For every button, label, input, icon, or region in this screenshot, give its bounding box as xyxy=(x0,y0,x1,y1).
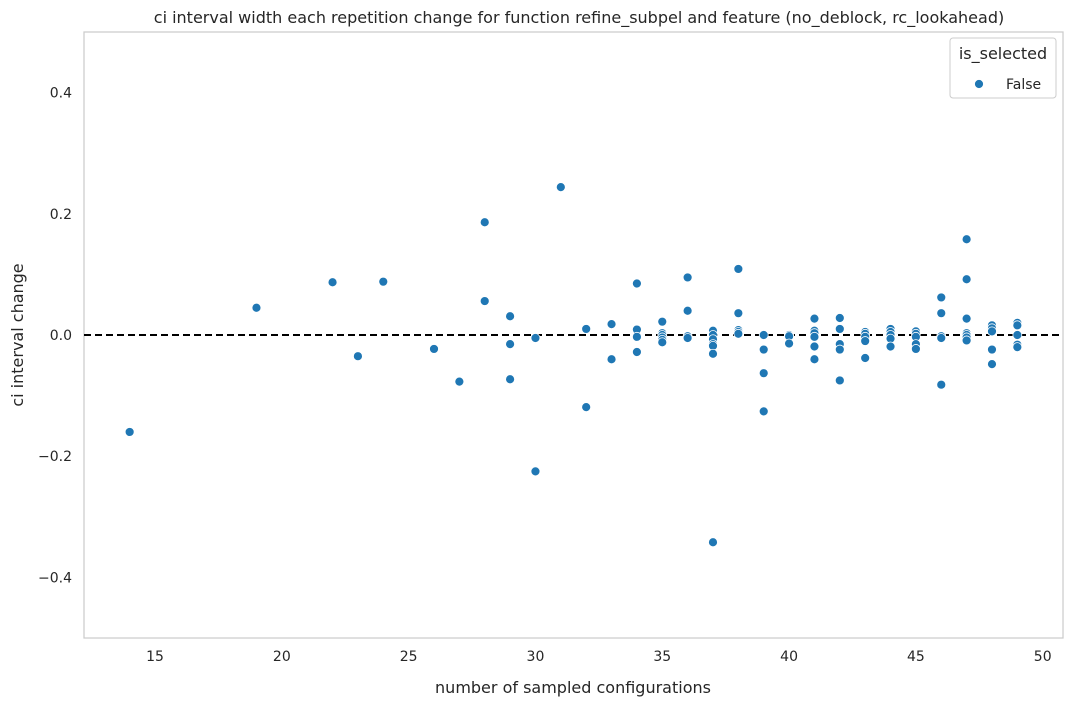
data-point xyxy=(834,313,845,323)
data-point xyxy=(961,234,972,245)
data-point xyxy=(581,324,592,334)
data-point xyxy=(987,344,997,355)
data-point xyxy=(784,338,794,349)
data-point xyxy=(936,333,947,343)
data-point xyxy=(936,308,947,319)
data-point xyxy=(505,311,515,322)
legend: is_selected False xyxy=(949,37,1057,99)
y-tick-label: 0.2 xyxy=(50,207,72,223)
x-axis-ticks: 15 20 25 30 35 40 45 50 xyxy=(146,649,1052,665)
y-tick-label: 0.0 xyxy=(50,328,72,344)
x-tick-label: 40 xyxy=(780,649,798,665)
data-point xyxy=(606,319,617,329)
data-point xyxy=(708,537,718,548)
data-point xyxy=(834,375,845,386)
data-point xyxy=(733,308,744,319)
x-tick-label: 30 xyxy=(527,649,545,665)
data-point xyxy=(454,376,465,387)
data-point xyxy=(758,344,769,355)
data-point xyxy=(682,305,693,316)
data-point xyxy=(682,333,693,343)
data-point xyxy=(809,331,820,342)
data-point xyxy=(632,331,642,342)
data-point xyxy=(327,277,338,288)
x-axis-label: number of sampled configurations xyxy=(435,678,711,697)
y-tick-label: 0.4 xyxy=(50,86,72,102)
x-tick-label: 25 xyxy=(400,649,418,665)
data-point xyxy=(961,274,972,285)
data-point xyxy=(733,264,744,274)
data-point xyxy=(733,328,744,339)
data-point xyxy=(910,344,921,354)
data-point xyxy=(834,344,845,355)
data-point xyxy=(353,351,363,362)
data-point xyxy=(1012,320,1023,331)
y-tick-label: −0.4 xyxy=(38,570,72,586)
data-point xyxy=(1012,342,1023,353)
data-point xyxy=(505,339,515,349)
legend-marker-false xyxy=(974,79,984,89)
data-point xyxy=(758,406,769,417)
data-point xyxy=(632,278,642,289)
legend-entry-false: False xyxy=(1006,77,1041,93)
y-tick-label: −0.2 xyxy=(38,449,72,465)
x-tick-label: 15 xyxy=(146,649,164,665)
data-points xyxy=(124,182,1023,548)
data-point xyxy=(378,276,389,287)
data-point xyxy=(936,379,947,390)
data-point xyxy=(530,333,541,343)
data-point xyxy=(124,427,135,437)
x-tick-label: 45 xyxy=(907,649,925,665)
data-point xyxy=(632,347,642,357)
data-point xyxy=(885,341,896,352)
data-point xyxy=(834,324,845,334)
data-point xyxy=(555,182,566,193)
data-point xyxy=(809,354,820,365)
data-point xyxy=(809,313,820,324)
legend-title: is_selected xyxy=(959,44,1047,64)
data-point xyxy=(860,336,871,346)
data-point xyxy=(758,368,769,379)
data-point xyxy=(581,402,592,413)
y-axis-ticks: −0.4 −0.2 0.0 0.2 0.4 xyxy=(38,86,72,587)
data-point xyxy=(682,272,693,283)
chart-title: ci interval width each repetition change… xyxy=(154,8,1004,28)
data-point xyxy=(936,292,947,303)
data-point xyxy=(809,341,820,352)
data-point xyxy=(961,313,972,324)
data-point xyxy=(251,302,262,313)
data-point xyxy=(961,335,972,346)
data-point xyxy=(657,337,668,348)
data-point xyxy=(479,296,490,306)
data-point xyxy=(429,344,439,354)
x-tick-label: 35 xyxy=(653,649,671,665)
data-point xyxy=(860,353,871,363)
data-point xyxy=(530,466,541,477)
data-point xyxy=(987,359,997,369)
data-point xyxy=(657,316,668,327)
data-point xyxy=(987,326,997,337)
data-point xyxy=(479,217,490,228)
x-tick-label: 20 xyxy=(273,649,291,665)
data-point xyxy=(505,374,515,385)
x-tick-label: 50 xyxy=(1034,649,1052,665)
data-point xyxy=(1012,330,1023,340)
y-axis-label: ci interval change xyxy=(8,263,27,406)
data-point xyxy=(758,330,769,340)
data-point xyxy=(606,354,617,365)
data-point xyxy=(708,348,718,359)
